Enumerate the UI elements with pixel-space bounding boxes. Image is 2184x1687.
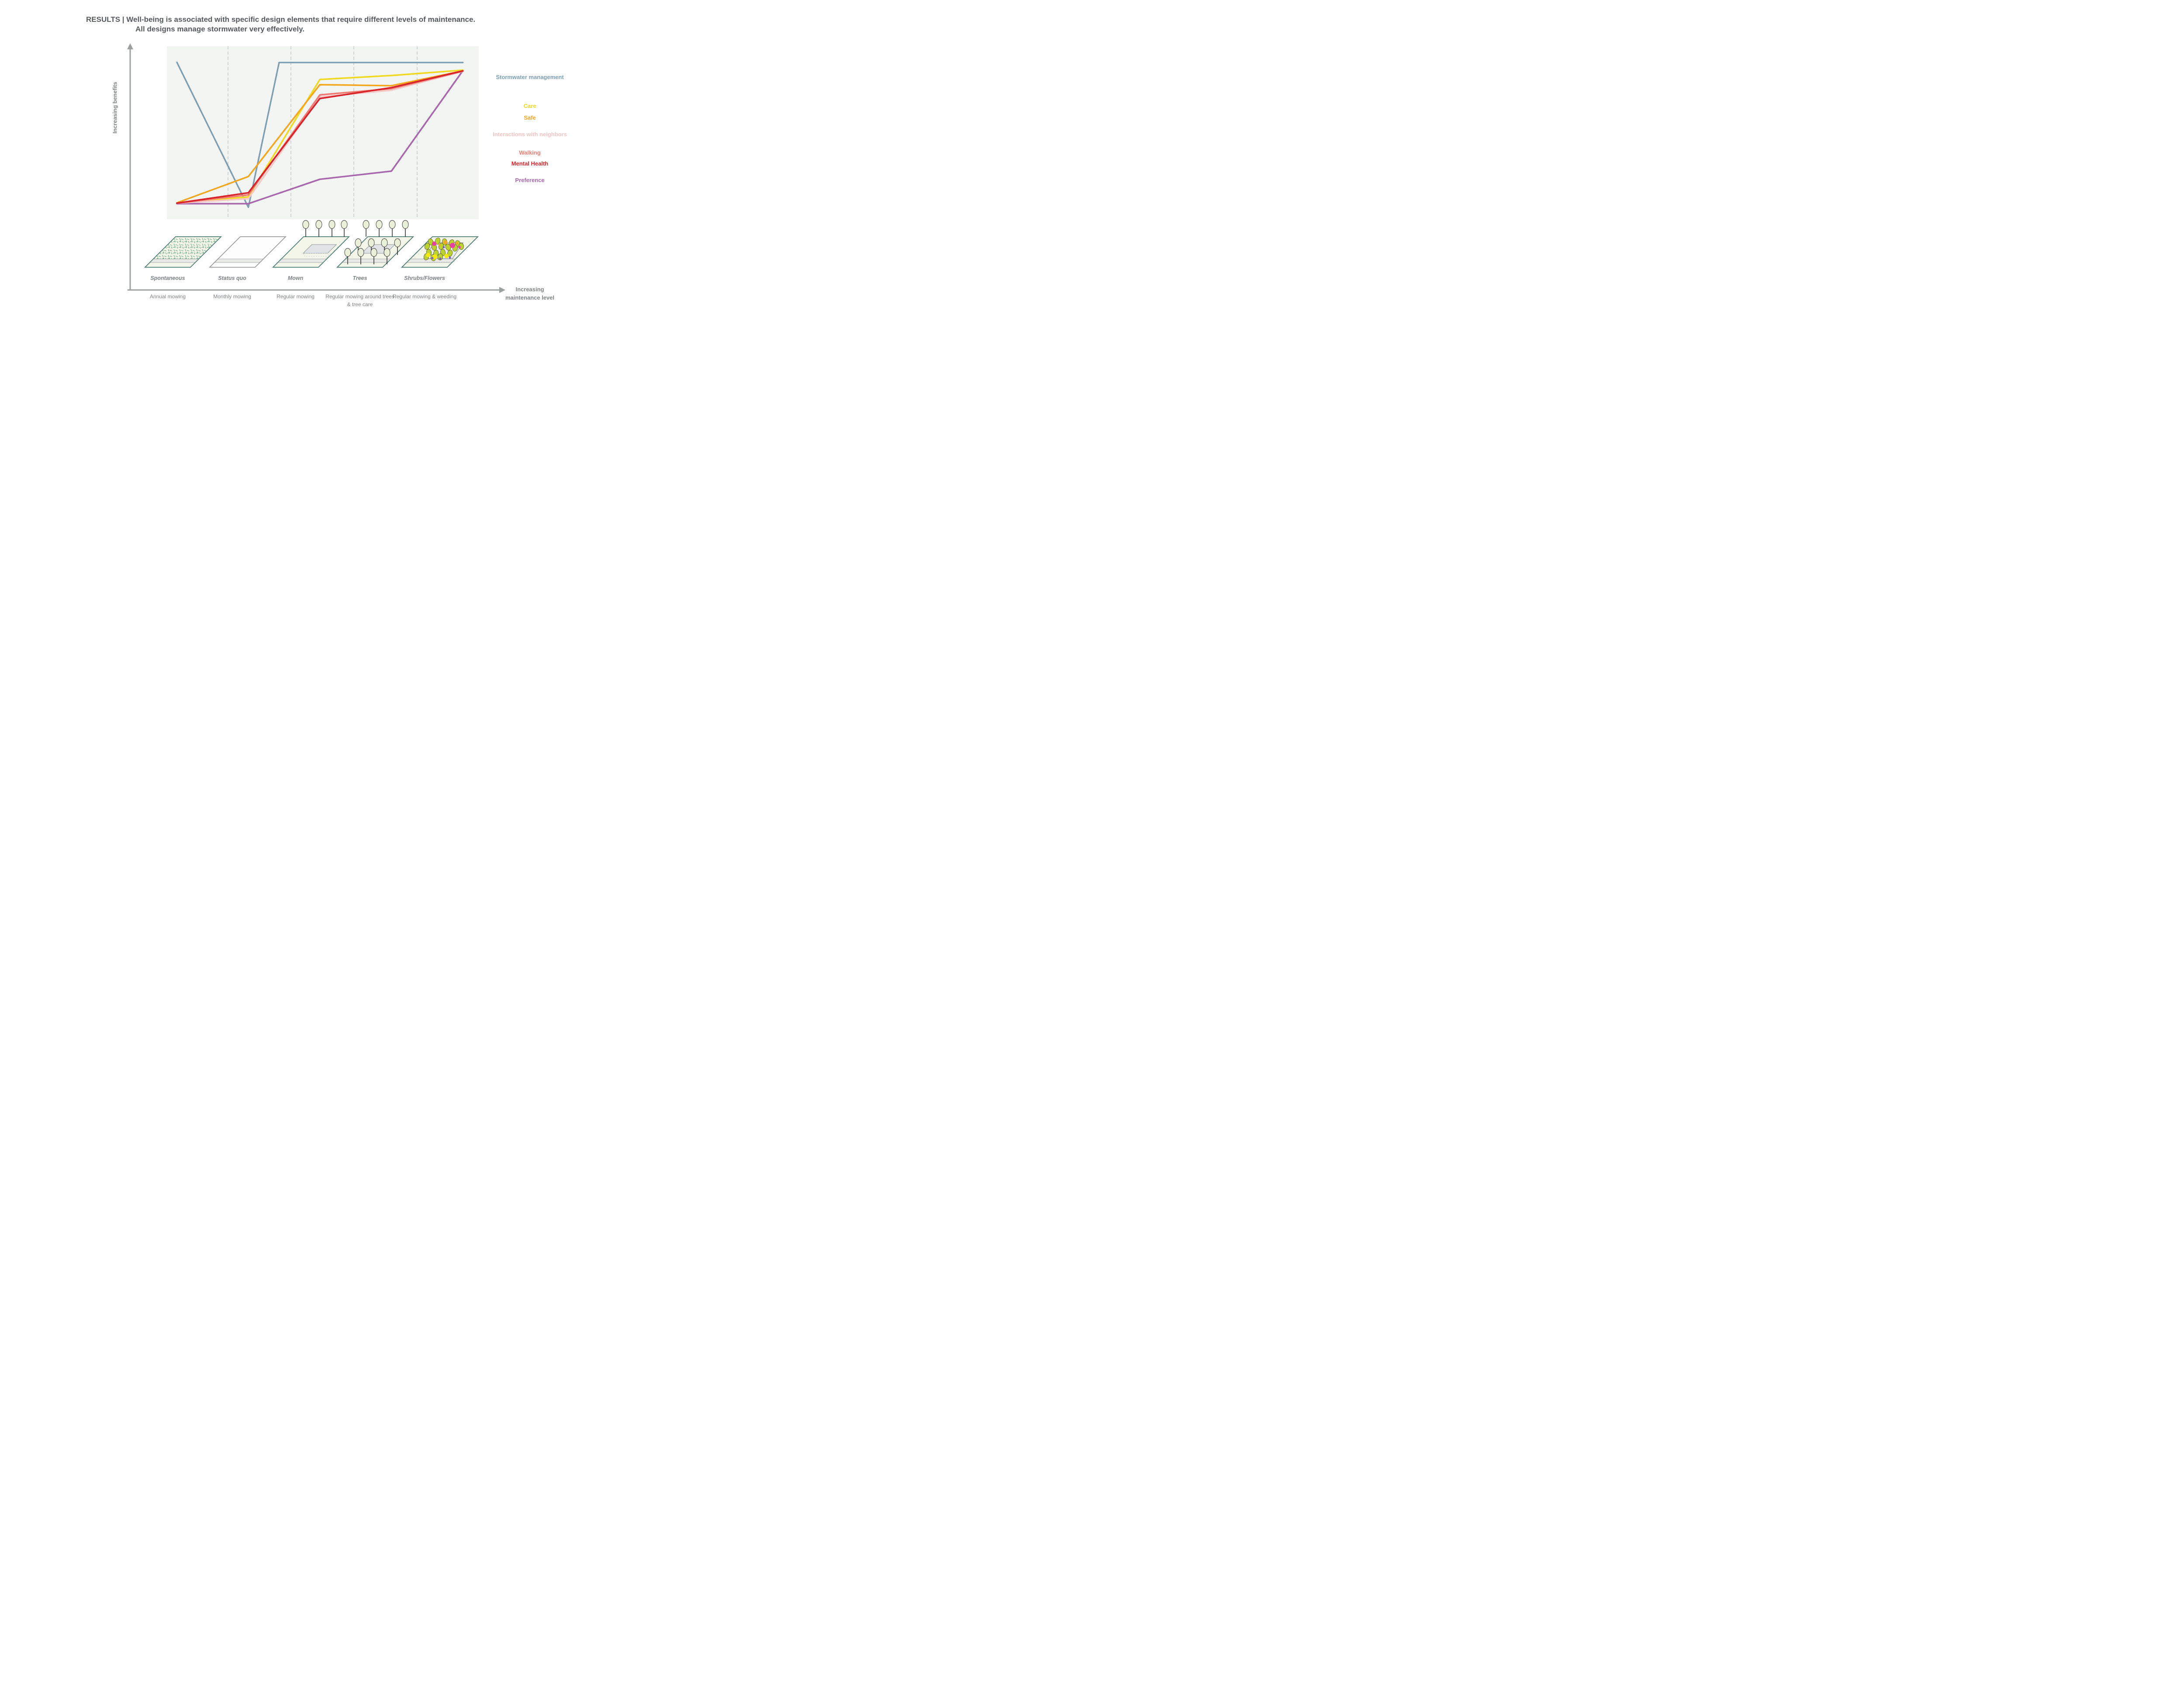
tree-canopy-icon	[358, 248, 364, 257]
flower-icon	[439, 258, 442, 260]
flower-icon	[444, 254, 449, 258]
tree-canopy-icon	[341, 221, 347, 229]
tree-canopy-icon	[402, 221, 408, 229]
series-line-preference	[177, 71, 463, 204]
tree-canopy-icon	[381, 239, 387, 247]
tree-canopy-icon	[363, 221, 369, 229]
maintenance-label-0: Annual mowing	[133, 293, 203, 301]
tree-canopy-icon	[371, 248, 377, 257]
sidewalk-icon	[150, 259, 199, 262]
slide: { "title": { "line1": "RESULTS | Well-be…	[0, 0, 691, 338]
tree-canopy-icon	[329, 221, 335, 229]
maintenance-label-3: Regular mowing around trees & tree care	[325, 293, 395, 308]
category-label-mown: Mown	[259, 275, 333, 281]
series-line-mental-health	[177, 71, 463, 203]
flower-icon	[432, 257, 434, 259]
x-axis-label-line1: Increasing	[482, 285, 578, 293]
tree-canopy-icon	[394, 239, 401, 247]
legend-item-care: Care	[482, 103, 578, 110]
status-quo-parcel-icon	[210, 237, 286, 267]
tree-canopy-icon	[355, 239, 361, 247]
flower-icon	[450, 243, 455, 248]
legend-item-mental-health: Mental Health	[482, 160, 578, 167]
x-axis-label-line2: maintenance level	[482, 293, 578, 302]
tree-canopy-icon	[368, 239, 374, 247]
flower-icon	[456, 242, 458, 245]
trees-parcel-icon	[337, 221, 413, 268]
tree-canopy-icon	[316, 221, 322, 229]
legend-item-stormwater-management: Stormwater management	[482, 74, 578, 81]
flower-icon	[439, 244, 441, 246]
legend-item-interactions-with-neighbors: Interactions with neighbors	[482, 131, 578, 138]
flower-icon	[449, 257, 451, 259]
spontaneous-parcel-icon	[145, 237, 221, 267]
maintenance-label-1: Monthly mowing	[197, 293, 267, 301]
parcel-icons	[144, 217, 467, 274]
sidewalk-icon	[342, 259, 391, 262]
shrubs-flowers-parcel-icon	[402, 237, 478, 267]
x-axis-label: Increasing maintenance level	[482, 285, 578, 302]
series-line-safe	[177, 71, 463, 203]
tree-canopy-icon	[345, 248, 351, 257]
legend-item-walking: Walking	[482, 149, 578, 156]
legend-item-safe: Safe	[482, 114, 578, 121]
legend-item-preference: Preference	[482, 177, 578, 184]
flower-icon	[458, 246, 461, 248]
flower-icon	[444, 241, 448, 245]
tree-canopy-icon	[384, 248, 390, 257]
category-label-spontaneous: Spontaneous	[131, 275, 205, 281]
y-axis-arrowhead	[127, 43, 133, 49]
series-line-interactions-with-neighbors	[177, 71, 463, 203]
tree-canopy-icon	[376, 221, 382, 229]
sidewalk-icon	[214, 259, 263, 262]
sidewalk-icon	[407, 259, 456, 262]
benefits-line-chart	[0, 0, 691, 338]
sidewalk-icon	[278, 259, 327, 262]
tree-canopy-icon	[389, 221, 395, 229]
flower-icon	[443, 246, 445, 248]
maintenance-label-2: Regular mowing	[261, 293, 331, 301]
flower-icon	[426, 253, 430, 257]
maintenance-label-4: Regular mowing & weeding	[390, 293, 460, 301]
category-label-shrubs-flowers: Shrubs/Flowers	[387, 275, 462, 281]
y-axis-label: Increasing benefits	[112, 64, 118, 152]
flower-icon	[432, 241, 436, 246]
series-line-walking	[177, 71, 463, 203]
mown-parcel-icon	[273, 221, 349, 268]
category-label-trees: Trees	[323, 275, 397, 281]
tree-canopy-icon	[303, 221, 309, 229]
series-line-care	[177, 70, 463, 203]
